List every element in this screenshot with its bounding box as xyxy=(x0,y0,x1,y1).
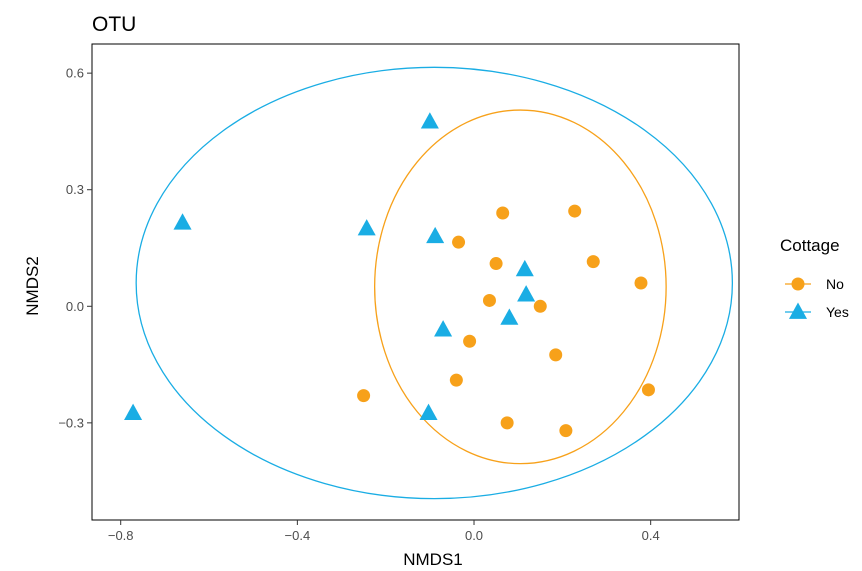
plot-panel-border xyxy=(91,43,740,521)
point-no-7 xyxy=(533,299,547,313)
legend-label-no: No xyxy=(826,276,844,292)
point-yes-2 xyxy=(357,219,376,236)
point-yes-6 xyxy=(500,308,519,325)
y-tick-label: 0.6 xyxy=(66,66,84,81)
point-yes-3 xyxy=(426,226,445,244)
legend-label-yes: Yes xyxy=(826,304,849,320)
point-yes-5 xyxy=(517,285,536,302)
point-yes-9 xyxy=(124,403,143,420)
point-yes-1 xyxy=(173,213,192,230)
x-tick-label: −0.4 xyxy=(285,528,311,543)
point-no-1 xyxy=(568,204,582,218)
legend-key-no xyxy=(791,277,805,291)
point-yes-8 xyxy=(419,403,438,420)
point-no-3 xyxy=(489,257,503,271)
x-tick-label: −0.8 xyxy=(108,528,134,543)
point-no-13 xyxy=(500,416,514,430)
y-axis-ticks: −0.3 0.0 0.3 0.6 xyxy=(58,66,92,430)
point-yes-7 xyxy=(434,320,453,337)
point-no-2 xyxy=(452,235,466,249)
x-tick-label: 0.4 xyxy=(642,528,660,543)
x-axis-ticks: −0.8 −0.4 0.0 0.4 xyxy=(108,520,660,543)
point-no-5 xyxy=(634,276,648,290)
point-no-6 xyxy=(482,293,496,307)
y-tick-label: −0.3 xyxy=(58,415,84,430)
points-layer xyxy=(124,112,655,438)
ellipse-yes xyxy=(135,66,734,500)
legend-title: Cottage xyxy=(780,236,840,255)
point-no-8 xyxy=(463,334,477,348)
point-yes-0 xyxy=(420,112,439,129)
ellipse-no xyxy=(373,109,667,465)
y-tick-label: 0.0 xyxy=(66,299,84,314)
x-tick-label: 0.0 xyxy=(465,528,483,543)
point-no-12 xyxy=(641,383,655,397)
x-axis-title: NMDS1 xyxy=(403,550,463,569)
chart-title: OTU xyxy=(92,13,136,36)
ellipse-layer xyxy=(135,66,734,500)
point-no-4 xyxy=(586,255,600,269)
y-axis-title: NMDS2 xyxy=(23,256,42,316)
legend-key-yes xyxy=(788,302,808,319)
point-no-9 xyxy=(549,348,563,362)
legend: Cottage No Yes xyxy=(780,236,849,320)
point-no-11 xyxy=(357,389,371,403)
point-no-0 xyxy=(496,206,510,220)
point-no-10 xyxy=(449,373,463,387)
point-yes-4 xyxy=(515,259,534,277)
point-no-14 xyxy=(559,424,573,438)
y-tick-label: 0.3 xyxy=(66,182,84,197)
